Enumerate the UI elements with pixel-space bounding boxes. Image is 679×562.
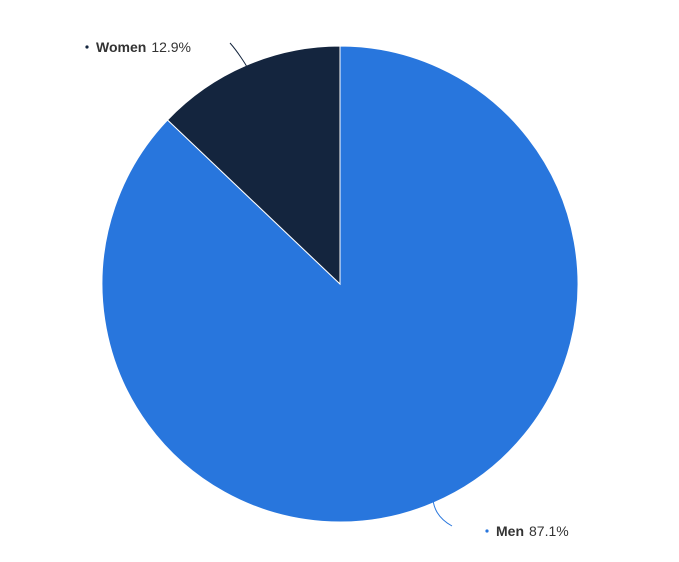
data-labels: Women 12.9% Men 87.1% [85, 39, 569, 539]
label-women-name: Women [96, 39, 146, 55]
connector-women [229, 42, 248, 68]
label-men-name: Men [496, 523, 524, 539]
label-men: Men 87.1% [485, 523, 569, 539]
label-men-marker [485, 529, 489, 533]
pie-slices [101, 45, 579, 523]
label-women: Women 12.9% [85, 39, 191, 55]
label-women-marker [85, 45, 89, 49]
label-men-value: 87.1% [529, 523, 569, 539]
label-women-text: Women 12.9% [96, 39, 191, 55]
connector-men [432, 500, 453, 527]
label-women-value: 12.9% [151, 39, 191, 55]
label-men-text: Men 87.1% [496, 523, 569, 539]
label-connectors [229, 42, 453, 527]
